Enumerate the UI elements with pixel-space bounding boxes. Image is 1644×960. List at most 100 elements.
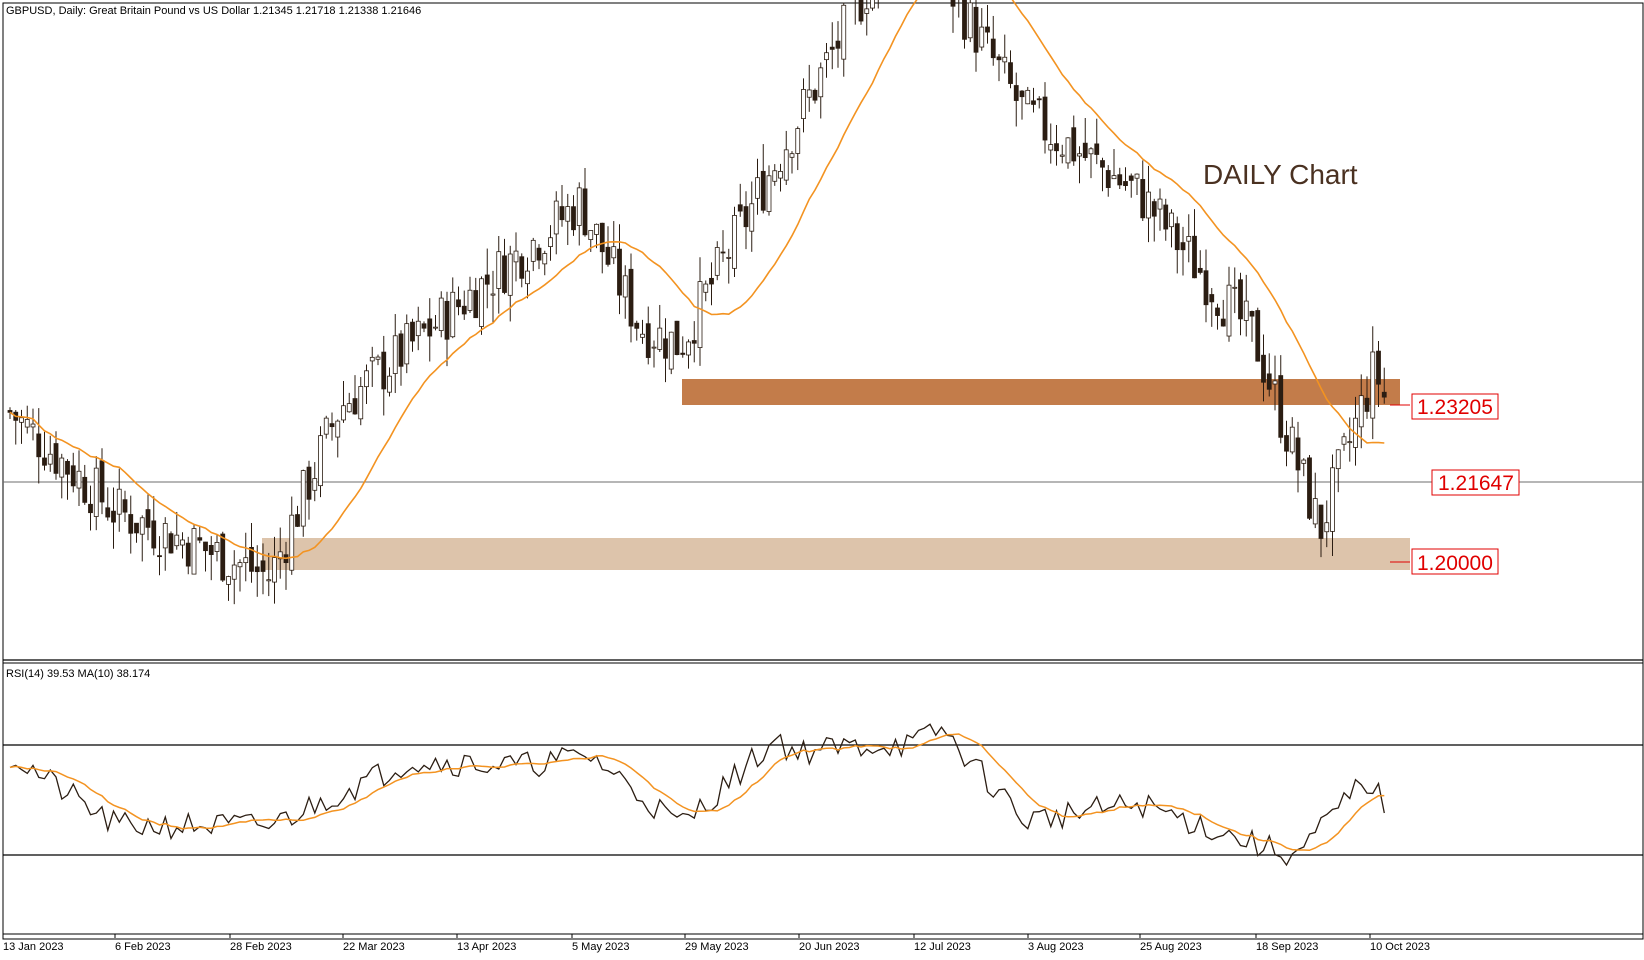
- candle-body: [398, 333, 404, 367]
- candle-body: [208, 545, 214, 555]
- candle-body: [818, 67, 824, 98]
- candle-body: [622, 275, 628, 298]
- candle-body: [300, 470, 306, 527]
- candle-body: [1123, 181, 1128, 187]
- candle-body: [70, 465, 76, 487]
- candle-body: [1238, 279, 1243, 320]
- candle-body: [1226, 284, 1232, 337]
- candle-body: [404, 323, 410, 365]
- candle-body: [1318, 504, 1324, 539]
- candle-body: [496, 251, 502, 289]
- candle-body: [1335, 449, 1341, 470]
- candle-body: [277, 551, 283, 560]
- candle-body: [174, 534, 180, 547]
- candle-body: [513, 250, 519, 263]
- candle-body: [65, 460, 70, 475]
- candle-body: [335, 420, 341, 438]
- x-tick-label: 28 Feb 2023: [230, 941, 292, 953]
- candle-body: [1025, 89, 1031, 105]
- candle-body: [76, 470, 82, 489]
- x-tick-label: 25 Aug 2023: [1140, 941, 1202, 953]
- candle-body: [1094, 143, 1100, 155]
- candle-body: [444, 300, 450, 340]
- candle-body: [456, 299, 461, 308]
- candle-body: [737, 204, 743, 212]
- candle-body: [352, 398, 358, 415]
- candle-body: [134, 522, 139, 534]
- candle-body: [806, 89, 812, 98]
- candle-body: [220, 533, 226, 581]
- candle-body: [93, 467, 99, 517]
- candle-body: [783, 149, 789, 181]
- candle-body: [1197, 267, 1203, 273]
- candle-body: [237, 562, 243, 568]
- candle-body: [260, 560, 266, 572]
- candle-body: [364, 370, 369, 388]
- x-tick-label: 6 Feb 2023: [115, 941, 171, 953]
- rsi-label: RSI(14) 39.53 MA(10) 38.174: [6, 668, 150, 680]
- candle-body: [1077, 153, 1082, 157]
- moving-average-line: [9, 0, 1385, 560]
- candle-body: [1295, 437, 1301, 471]
- candle-body: [1330, 467, 1335, 532]
- candle-body: [668, 331, 674, 370]
- candle-body: [1203, 270, 1209, 306]
- candle-body: [1278, 375, 1284, 438]
- candle-body: [1364, 397, 1370, 412]
- candle-body: [1134, 173, 1140, 179]
- candle-body: [329, 423, 335, 428]
- candle-body: [1117, 174, 1123, 186]
- candle-body: [82, 476, 88, 503]
- candle-body: [1261, 354, 1266, 383]
- candle-body: [530, 239, 536, 262]
- candle-body: [1059, 154, 1065, 157]
- candle-body: [502, 255, 507, 293]
- candle-body: [185, 542, 191, 567]
- candle-body: [415, 320, 421, 337]
- candle-body: [870, 0, 875, 9]
- candle-body: [1266, 373, 1272, 390]
- candle-body: [1128, 175, 1134, 181]
- candles-layer: [7, 0, 1387, 605]
- candle-body: [772, 170, 778, 182]
- candle-body: [789, 153, 795, 158]
- support-zone: [262, 538, 1410, 570]
- candle-body: [726, 256, 732, 259]
- candle-body: [427, 318, 433, 337]
- candle-body: [1376, 350, 1381, 385]
- candle-body: [1146, 191, 1151, 219]
- candle-body: [1180, 242, 1186, 251]
- candle-body: [663, 338, 668, 359]
- candle-body: [617, 248, 622, 296]
- candle-body: [1301, 459, 1307, 464]
- candle-body: [755, 177, 760, 199]
- x-tick-label: 20 Jun 2023: [799, 941, 860, 953]
- candle-body: [1358, 395, 1364, 428]
- candle-body: [858, 0, 864, 22]
- candle-body: [1163, 204, 1169, 230]
- candle-body: [950, 0, 956, 7]
- level-label-1-23205: 1.23205: [1417, 396, 1493, 419]
- candle-body: [778, 171, 783, 179]
- candle-body: [1151, 201, 1157, 217]
- candle-body: [536, 247, 542, 261]
- chart-frame: [2, 2, 1644, 940]
- candle-body: [720, 251, 726, 254]
- candle-body: [1289, 426, 1295, 453]
- candle-body: [559, 206, 565, 221]
- candle-body: [450, 291, 456, 338]
- candle-body: [99, 460, 105, 503]
- candle-body: [203, 541, 208, 552]
- candle-body: [145, 509, 151, 528]
- level-box-1-23205: [1411, 393, 1499, 420]
- daily-chart-annotation: DAILY Chart: [1203, 159, 1358, 190]
- candle-body: [588, 230, 594, 240]
- candle-body: [312, 478, 318, 491]
- candle-body: [525, 270, 530, 285]
- candle-body: [214, 542, 220, 552]
- candle-body: [674, 320, 680, 356]
- candle-body: [392, 335, 398, 374]
- candle-body: [605, 246, 611, 265]
- x-tick-label: 3 Aug 2023: [1028, 941, 1084, 953]
- candle-body: [473, 290, 479, 319]
